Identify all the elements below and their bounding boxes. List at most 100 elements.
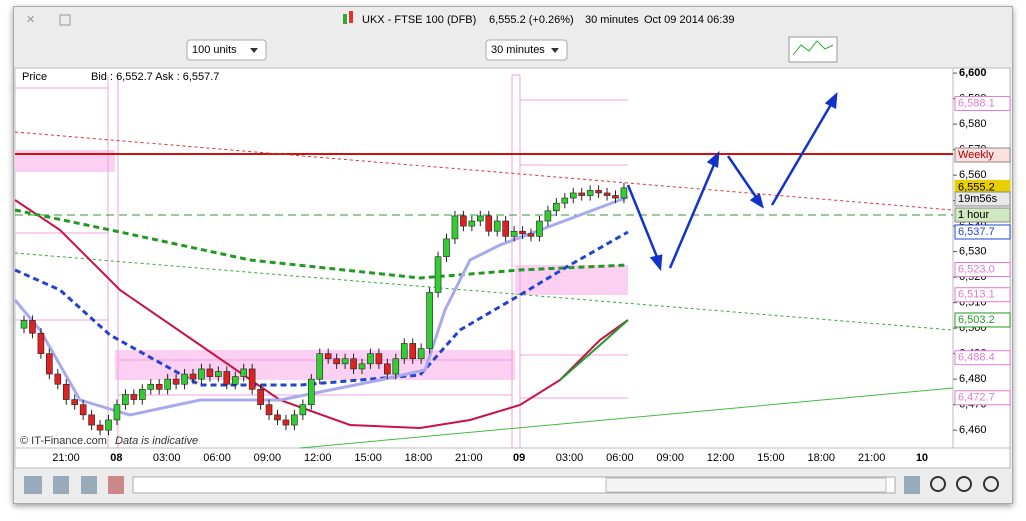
price-tag-label: 6,513.1 [958, 289, 995, 301]
candle-body [139, 389, 146, 400]
candle-body [392, 358, 400, 375]
tool-btn[interactable] [108, 476, 124, 494]
quote: 6,555.2 (+0.26%) [489, 14, 574, 26]
candle-body [434, 256, 442, 293]
candle-body [105, 419, 112, 431]
candle-body [333, 358, 340, 365]
candle-body [172, 378, 180, 385]
arrows [626, 91, 838, 272]
price-tag-label: 6,472.7 [958, 392, 995, 404]
candle-body [113, 404, 121, 421]
candle-body [468, 220, 476, 227]
trendline [14, 131, 954, 211]
candle-body [189, 373, 197, 380]
candle-body [578, 192, 586, 196]
candle-body [426, 292, 433, 349]
candle-body [561, 197, 569, 204]
tag [954, 191, 1011, 207]
candle-body [147, 383, 155, 390]
y-tick-label: 6,580 [959, 118, 987, 130]
tool-btn[interactable] [24, 476, 42, 494]
x-tick-label: 21:00 [455, 452, 483, 464]
tool-btn[interactable] [53, 476, 69, 494]
candle-body [307, 378, 315, 405]
tool-btn[interactable] [81, 476, 97, 494]
candle-body [71, 399, 78, 405]
price-label: Price [22, 71, 47, 83]
close-btn[interactable]: ✕ [26, 14, 35, 26]
price-tag [954, 261, 1011, 277]
tool-btn[interactable] [904, 476, 920, 494]
tag-label: Weekly [958, 149, 994, 161]
y-tick-label: 6,460 [959, 424, 987, 436]
price-tag [954, 350, 1011, 366]
candle-body [282, 419, 290, 426]
candle-body [527, 233, 535, 237]
candle-body [206, 368, 214, 377]
zoom-btn[interactable] [930, 476, 946, 492]
x-tick-label: 18:00 [807, 452, 835, 464]
candle-body [400, 343, 408, 360]
candle-body [384, 363, 391, 375]
symbol: UKX - FTSE 100 (DFB) [362, 14, 476, 26]
y-tick-label: 6,480 [959, 373, 987, 385]
zone [15, 150, 115, 172]
price-tag-label: 6,555.2 [958, 181, 995, 193]
candle-body [460, 215, 467, 227]
x-tick-label: 09:00 [254, 452, 282, 464]
x-tick-label: 06:00 [606, 452, 634, 464]
candle-body [341, 358, 349, 365]
candle-body [476, 215, 484, 222]
copyright: © IT-Finance.com [20, 435, 107, 447]
candle-body [88, 414, 95, 426]
price-tag [954, 312, 1011, 328]
candle-body [502, 220, 509, 237]
ma-blue-dash [14, 230, 629, 387]
candle-body [122, 394, 129, 405]
trendline [14, 252, 954, 331]
candle-body [54, 373, 62, 385]
units-select[interactable] [186, 39, 267, 61]
candle-body [20, 320, 28, 329]
candle-body [46, 353, 53, 375]
candle-body [451, 215, 459, 240]
tag-label: 1 hour [958, 209, 990, 221]
zoom-out-btn[interactable] [956, 476, 972, 492]
candle-body [223, 371, 231, 385]
candle-body [198, 368, 205, 380]
disclaimer: Data is indicative [115, 435, 198, 447]
candle-body [79, 404, 87, 416]
scroll-thumb[interactable] [605, 477, 887, 493]
candle-body [155, 383, 163, 390]
candle-body [409, 343, 417, 360]
candle-body [367, 353, 374, 365]
y-tick-label: 6,560 [959, 169, 987, 181]
candle-body [265, 404, 273, 416]
ma-green [559, 319, 629, 381]
zoom-in-btn[interactable] [983, 476, 999, 492]
candle-body [612, 195, 619, 199]
price-tag-label: 6,537.7 [958, 226, 995, 238]
x-tick-label: 15:00 [757, 452, 785, 464]
candle-body [443, 238, 450, 258]
period-select[interactable] [485, 39, 568, 61]
x-tick-label: 12:00 [707, 452, 735, 464]
x-tick-label: 15:00 [354, 452, 382, 464]
units-select-text: 100 units [192, 44, 237, 56]
ma-green-dash [14, 208, 629, 280]
candle-body [553, 202, 560, 212]
candle-body [324, 353, 332, 360]
maximize-btn[interactable] [59, 14, 71, 26]
candle-body [299, 404, 307, 416]
price-tag-label: 6,588.1 [958, 97, 995, 109]
candle-body [291, 414, 298, 426]
price-tag-label: 6,488.4 [958, 352, 995, 364]
icon [343, 14, 347, 24]
x-tick-label: 09:00 [656, 452, 684, 464]
x-tick-label: 10 [916, 452, 928, 464]
trendline [299, 387, 954, 449]
indicator-btn[interactable] [788, 36, 838, 63]
candle-body [586, 190, 594, 196]
candle-body [231, 376, 239, 385]
